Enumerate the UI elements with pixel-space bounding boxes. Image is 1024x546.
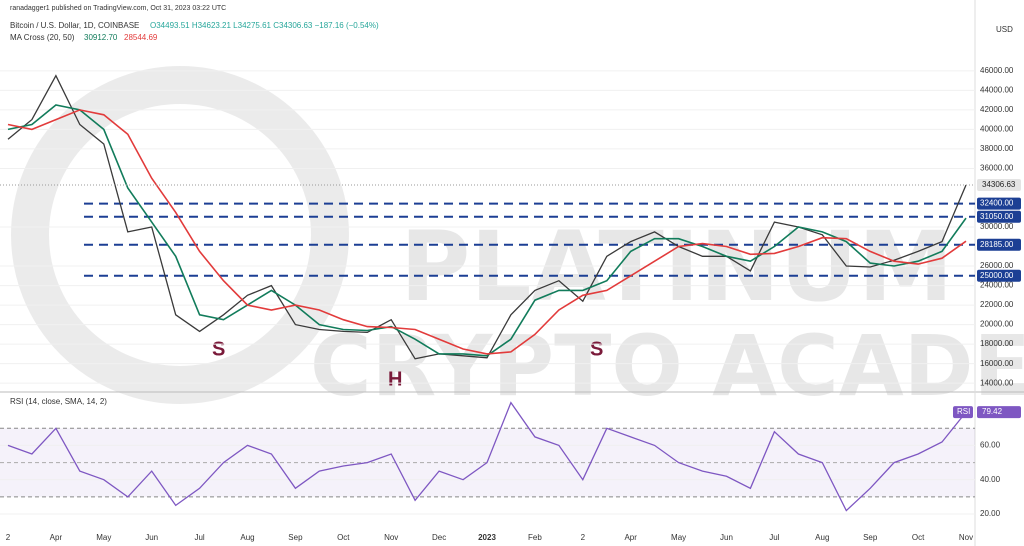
x-tick-label: Dec	[432, 533, 446, 542]
ohlc: O34493.51 H34623.21 L34275.61 C34306.63 …	[150, 21, 379, 30]
level-badge	[977, 238, 1021, 251]
level-badge	[977, 269, 1021, 282]
x-tick-label: 2023	[478, 533, 496, 542]
annotation: S	[590, 338, 603, 360]
y-tick-label: 36000.00	[980, 164, 1014, 173]
y-tick-label: 16000.00	[980, 359, 1014, 368]
y-tick-label: 44000.00	[980, 85, 1014, 94]
x-tick-label: May	[671, 533, 686, 542]
annotation: S	[212, 338, 225, 360]
y-tick-label: 30000.00	[980, 222, 1014, 231]
x-tick-label: Feb	[528, 533, 542, 542]
y-tick-label: 14000.00	[980, 378, 1014, 387]
x-tick-label: Nov	[384, 533, 398, 542]
watermark-logo	[11, 66, 349, 404]
x-tick-label: Jun	[145, 533, 158, 542]
legend-label: MA Cross (20, 50)	[10, 33, 75, 42]
x-tick-label: Oct	[337, 533, 350, 542]
x-tick-label: Jul	[769, 533, 779, 542]
x-tick-label: Sep	[288, 533, 303, 542]
x-tick-label: May	[96, 533, 111, 542]
level-label: 25000.00	[980, 271, 1014, 280]
y-tick-label: 42000.00	[980, 105, 1014, 114]
badge	[953, 406, 973, 419]
currency: USD	[996, 25, 1013, 34]
x-tick-label: Oct	[912, 533, 925, 542]
annotation: H	[388, 368, 402, 390]
level-label: 31050.00	[980, 212, 1014, 221]
level-label: 28185.00	[980, 240, 1014, 249]
y-tick-label: 60.00	[980, 441, 1001, 450]
y-tick-label: 20.00	[980, 509, 1001, 518]
x-tick-label: Jul	[194, 533, 204, 542]
x-tick-label: Apr	[50, 533, 63, 542]
x-tick-label: Aug	[815, 533, 829, 542]
last-label: 79.42	[982, 407, 1003, 416]
x-tick-label: Nov	[959, 533, 973, 542]
last-badge	[977, 178, 1021, 191]
watermark-text: CRYPTO ACADEMY	[310, 317, 1024, 415]
series-line	[7, 74, 967, 360]
x-tick-label: Sep	[863, 533, 878, 542]
chart-title: Bitcoin / U.S. Dollar, 1D, COINBASE	[10, 21, 139, 30]
x-tick-label: Apr	[624, 533, 637, 542]
x-tick-label: Aug	[240, 533, 254, 542]
series-line	[7, 109, 967, 355]
y-tick-label: 22000.00	[980, 300, 1014, 309]
series-line	[7, 104, 967, 357]
rsi-title: RSI (14, close, SMA, 14, 2)	[10, 397, 107, 406]
y-tick-label: 40.00	[980, 475, 1001, 484]
level-label: 32400.00	[980, 199, 1014, 208]
subtitle: ranadagger1 published on TradingView.com…	[10, 5, 226, 12]
y-tick-label: 38000.00	[980, 144, 1014, 153]
last-badge	[977, 406, 1021, 419]
y-tick-label: 26000.00	[980, 261, 1014, 270]
level-badge	[977, 210, 1021, 223]
x-tick-label: 2	[581, 533, 586, 542]
legend-value: 28544.69	[124, 33, 158, 42]
y-tick-label: 20000.00	[980, 320, 1014, 329]
y-tick-label: 24000.00	[980, 281, 1014, 290]
y-tick-label: 18000.00	[980, 339, 1014, 348]
badge-label: RSI	[957, 407, 970, 416]
watermark: PLATINUM CRYPTO ACADEMY	[11, 66, 1024, 415]
y-tick-label: 46000.00	[980, 66, 1014, 75]
x-tick-label: 2	[6, 533, 11, 542]
last-label: 34306.63	[982, 180, 1016, 189]
series-line	[7, 401, 967, 512]
legend-value: 30912.70	[84, 33, 118, 42]
level-badge	[977, 197, 1021, 210]
y-tick-label: 40000.00	[980, 125, 1014, 134]
x-tick-label: Jun	[720, 533, 733, 542]
